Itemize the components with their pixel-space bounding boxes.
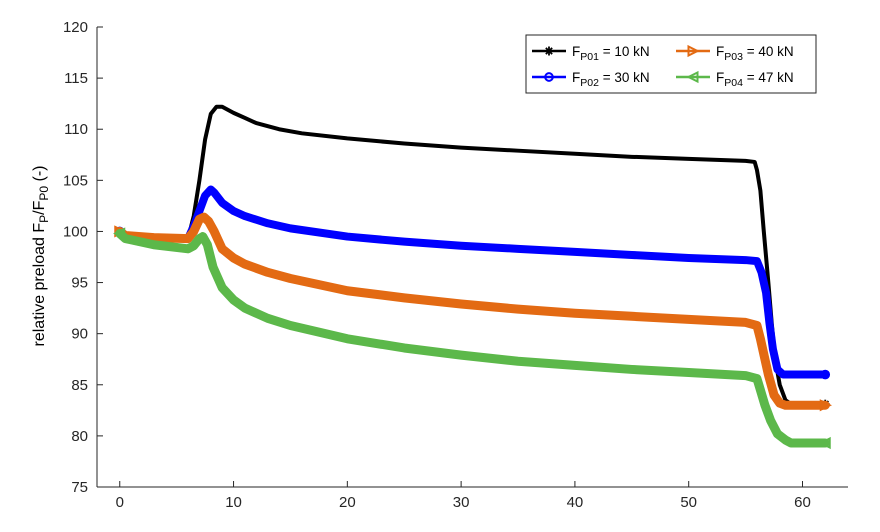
- legend-marker: [686, 70, 699, 84]
- y-tick-label: 75: [71, 479, 88, 496]
- y-axis-label-prefix: relative preload F: [31, 223, 48, 347]
- legend-marker: [687, 44, 700, 58]
- legend-label: FP02 = 30 kN: [572, 70, 650, 89]
- series-3-end-marker: [819, 399, 832, 412]
- legend-marker: [544, 72, 554, 82]
- x-tick-label: 0: [116, 494, 124, 511]
- series-line-3: [115, 212, 830, 410]
- series-4-end-marker: [818, 436, 831, 450]
- y-tick-label: 90: [71, 326, 88, 343]
- x-tick-label: 30: [453, 494, 470, 511]
- legend-label: FP01 = 10 kN: [572, 44, 650, 63]
- x-tick-label: 40: [567, 494, 584, 511]
- legend-item-3: FP03 = 40 kN: [676, 44, 794, 63]
- y-axis-label: relative preload FP/FP0 (-): [31, 166, 51, 347]
- legend: FP01 = 10 kN FP02 = 30 kN FP03 = 40 kN FP04…: [525, 34, 817, 94]
- legend-item-2: FP02 = 30 kN: [532, 70, 650, 89]
- y-tick-label: 100: [63, 223, 88, 240]
- x-tick-label: 20: [339, 494, 356, 511]
- y-tick-label: 80: [71, 428, 88, 445]
- x-tick-label: 50: [680, 494, 697, 511]
- legend-label: FP04 = 47 kN: [716, 70, 794, 89]
- series-layer: [113, 104, 832, 450]
- x-tick-label: 60: [794, 494, 811, 511]
- y-axis-label-mid: /F: [31, 200, 48, 214]
- legend-item-1: FP01 = 10 kN: [532, 44, 650, 63]
- y-axis-label-suffix: (-): [31, 166, 48, 186]
- series-4-start-marker: [113, 227, 126, 240]
- x-tick-label: 10: [225, 494, 242, 511]
- y-axis-label-sub1: P: [37, 215, 51, 223]
- series-2-end-marker: [820, 369, 831, 380]
- y-tick-label: 95: [71, 275, 88, 292]
- series-line-2: [115, 185, 830, 379]
- legend-marker: [544, 46, 554, 56]
- y-tick-label: 110: [64, 121, 88, 138]
- legend-label: FP03 = 40 kN: [716, 44, 794, 63]
- legend-box: [525, 34, 817, 94]
- y-tick-label: 115: [64, 70, 88, 87]
- y-tick-label: 85: [71, 377, 88, 394]
- legend-item-4: FP04 = 47 kN: [676, 70, 794, 89]
- y-axis-label-sub2: P0: [37, 186, 51, 201]
- y-tick-label: 105: [63, 172, 88, 189]
- axes-layer: 75 80 85 90 95 100 105 110 115 120 0 10 20 30 40 50 60: [63, 19, 848, 511]
- y-tick-label: 120: [63, 19, 88, 36]
- series-line-4: [115, 228, 830, 448]
